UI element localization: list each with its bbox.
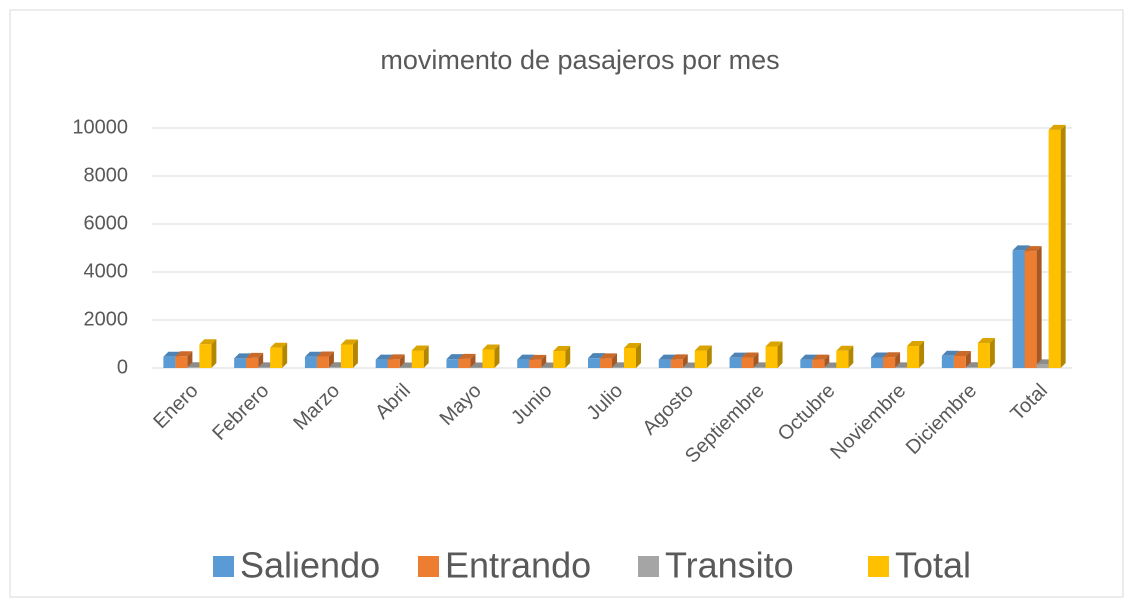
bar [529, 360, 541, 368]
legend-label: Saliendo [240, 545, 380, 586]
bar [754, 367, 766, 368]
bar [883, 357, 895, 368]
bar [234, 358, 246, 368]
bar [376, 360, 388, 368]
bar [341, 344, 353, 368]
legend-swatch [638, 556, 659, 577]
chart-border [10, 10, 1123, 597]
bar [624, 348, 636, 368]
y-tick-label: 4000 [84, 260, 129, 282]
bar [800, 360, 812, 368]
bar [978, 343, 990, 368]
bar [412, 350, 424, 368]
bar-side [990, 338, 995, 368]
bar [246, 358, 258, 368]
bar [163, 357, 175, 368]
legend-swatch [213, 556, 234, 577]
bar [871, 357, 883, 368]
legend-label: Transito [665, 545, 794, 586]
bar [329, 367, 341, 368]
chart-title: movimento de pasajeros por mes [380, 45, 779, 75]
bar [1037, 364, 1049, 368]
bar [270, 348, 282, 368]
bar-side [1037, 246, 1042, 368]
legend-label: Entrando [445, 545, 591, 586]
bar [553, 351, 565, 368]
bar [258, 367, 270, 368]
y-tick-label: 10000 [72, 116, 128, 138]
legend-label: Total [895, 545, 971, 586]
y-tick-label: 6000 [84, 212, 129, 234]
bar [1013, 250, 1025, 368]
bar [966, 367, 978, 368]
bar-side [1061, 125, 1066, 368]
bar [199, 344, 211, 368]
y-tick-label: 0 [117, 356, 128, 378]
bar [600, 358, 612, 368]
bar [305, 357, 317, 368]
legend-swatch [868, 556, 889, 577]
y-tick-label: 8000 [84, 164, 129, 186]
bar [954, 356, 966, 368]
bar [730, 358, 742, 368]
legend-swatch [418, 556, 439, 577]
bar [446, 359, 458, 368]
bar [766, 347, 778, 368]
bar [458, 359, 470, 368]
bar [659, 360, 671, 368]
bar [942, 356, 954, 368]
bar [812, 360, 824, 368]
bar [895, 367, 907, 368]
bar-side [211, 339, 216, 368]
bar [517, 360, 529, 368]
bar-side [353, 339, 358, 368]
bar [482, 350, 494, 368]
bar [588, 358, 600, 368]
bar [388, 359, 400, 368]
bar [742, 357, 754, 368]
bar [671, 359, 683, 368]
bar [836, 351, 848, 368]
bar [175, 356, 187, 368]
bar [1049, 130, 1061, 368]
bar [187, 367, 199, 368]
bar [695, 350, 707, 368]
bar [907, 346, 919, 368]
bar [612, 367, 624, 368]
bar [1025, 251, 1037, 368]
y-tick-label: 2000 [84, 308, 129, 330]
bar [317, 356, 329, 368]
